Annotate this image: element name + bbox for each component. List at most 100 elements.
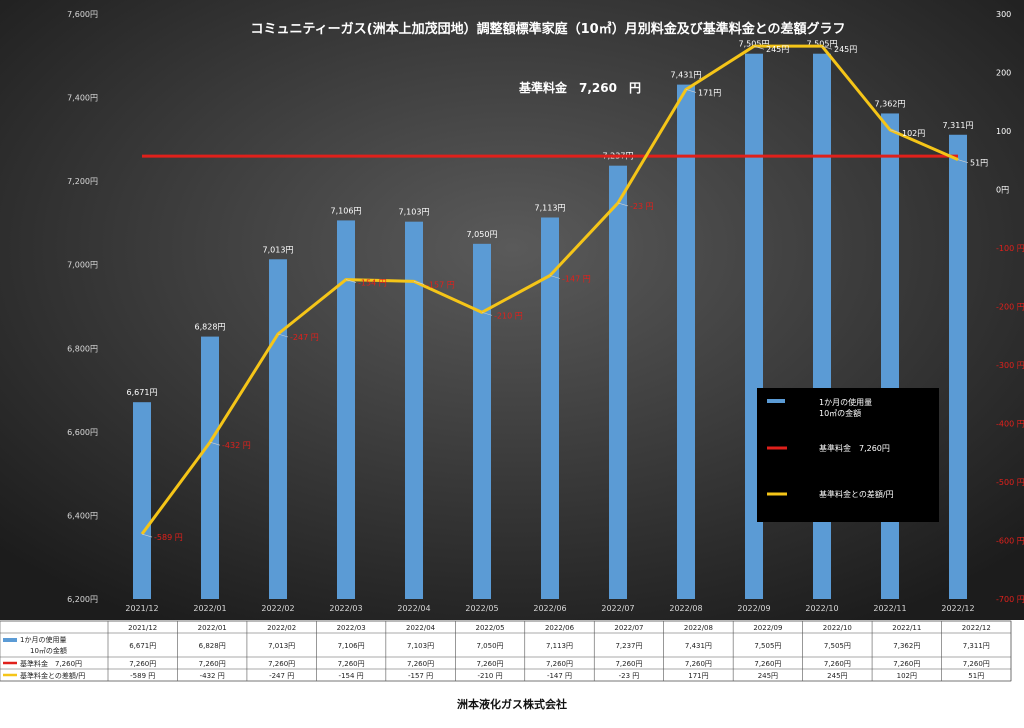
- bar: [949, 134, 967, 599]
- bar: [609, 165, 627, 600]
- table-header-cell: 2022/01: [198, 624, 227, 632]
- table-row-label: 基準料金との差額/円: [20, 671, 85, 680]
- legend-label: 1か月の使用量: [819, 397, 872, 407]
- bar-data-label: 7,362円: [875, 99, 906, 108]
- bar-data-label: 7,013円: [263, 245, 294, 254]
- left-axis-tick-label: 6,800円: [67, 344, 98, 353]
- table-header-cell: 2022/11: [892, 624, 921, 632]
- x-axis-tick-label: 2022/08: [669, 604, 702, 613]
- bar: [677, 84, 695, 599]
- x-axis-tick-label: 2022/05: [465, 604, 498, 613]
- table-header-cell: 2022/08: [684, 624, 713, 632]
- table-header-cell: 2022/04: [406, 624, 436, 632]
- x-axis-tick-label: 2022/10: [805, 604, 838, 613]
- table-cell: 7,260円: [685, 660, 712, 668]
- left-axis-tick-label: 7,400円: [67, 94, 98, 103]
- bar: [201, 336, 219, 599]
- left-axis-tick-label: 6,600円: [67, 428, 98, 437]
- table-cell: 245円: [827, 672, 847, 680]
- table-cell: -157 円: [408, 672, 433, 680]
- table-header-cell: 2022/10: [823, 624, 852, 632]
- legend-label: 10㎥の金額: [819, 408, 861, 418]
- table-row-label: 10㎥の金額: [30, 646, 67, 655]
- table-cell: 7,260円: [893, 660, 920, 668]
- table-cell: 7,260円: [963, 660, 990, 668]
- left-axis-tick-label: 7,600円: [67, 10, 98, 19]
- table-header-cell: 2022/06: [545, 624, 575, 632]
- table-row-label: 1か月の使用量: [20, 635, 66, 644]
- bar-data-label: 7,050円: [467, 230, 498, 239]
- difference-data-label: -589 円: [154, 533, 183, 542]
- table-cell: 6,828円: [199, 642, 226, 650]
- table-cell: 7,103円: [407, 642, 434, 650]
- bar: [541, 217, 559, 599]
- bar: [269, 259, 287, 599]
- x-axis-tick-label: 2022/11: [873, 604, 906, 613]
- label-leader: [413, 281, 425, 285]
- table-cell: -210 円: [477, 672, 502, 680]
- table-cell: 7,260円: [129, 660, 156, 668]
- table-cell: 7,260円: [615, 660, 642, 668]
- table-cell: 7,505円: [754, 642, 781, 650]
- difference-data-label: -23 円: [630, 202, 654, 211]
- table-cell: 7,260円: [268, 660, 295, 668]
- left-axis-tick-label: 6,200円: [67, 595, 98, 604]
- bar: [405, 221, 423, 600]
- right-axis-tick-label: -500 円: [996, 478, 1024, 487]
- label-leader: [141, 533, 153, 538]
- label-leader: [277, 333, 289, 338]
- table-cell: 7,013円: [268, 642, 295, 650]
- table-cell: 7,260円: [754, 660, 781, 668]
- right-axis-tick-label: 300: [996, 10, 1011, 19]
- x-axis-tick-label: 2022/12: [941, 604, 974, 613]
- right-axis-tick-label: -700 円: [996, 595, 1024, 604]
- difference-data-label: -247 円: [290, 333, 319, 342]
- right-axis-tick-label: 0円: [996, 186, 1009, 195]
- table-header-cell: 2022/05: [475, 624, 504, 632]
- table-row-label: 基準料金 7,260円: [20, 659, 82, 668]
- table-header-cell: 2022/09: [753, 624, 782, 632]
- label-leader: [481, 312, 493, 316]
- table-cell: 171円: [688, 672, 708, 680]
- difference-data-label: 245円: [834, 45, 857, 54]
- table-cell: 6,671円: [129, 642, 156, 650]
- bar: [473, 243, 491, 600]
- table-header-cell: 2022/07: [614, 624, 643, 632]
- bar-data-label: 7,113円: [535, 203, 566, 212]
- label-leader: [345, 279, 357, 283]
- difference-data-label: 102円: [902, 129, 925, 138]
- difference-data-label: -157 円: [426, 280, 455, 289]
- table-cell: 51円: [968, 672, 984, 680]
- table-header-cell: 2022/03: [337, 624, 366, 632]
- table-cell: 7,237円: [615, 642, 642, 650]
- label-leader: [753, 45, 765, 50]
- table-cell: -23 円: [619, 672, 640, 680]
- table-header-cell: 2022/12: [962, 624, 991, 632]
- difference-data-label: 245円: [766, 45, 789, 54]
- table-cell: 7,106円: [338, 642, 365, 650]
- right-axis-tick-label: -600 円: [996, 537, 1024, 546]
- x-axis-tick-label: 2022/04: [397, 604, 430, 613]
- legend-label: 基準料金との差額/円: [819, 489, 894, 499]
- difference-data-label: 51円: [970, 159, 988, 168]
- difference-data-label: -432 円: [222, 441, 251, 450]
- table-cell: 102円: [897, 672, 917, 680]
- left-axis-tick-label: 7,000円: [67, 261, 98, 270]
- right-axis-tick-label: -300 円: [996, 361, 1024, 370]
- table-cell: 7,260円: [338, 660, 365, 668]
- table-cell: -589 円: [130, 672, 155, 680]
- table-cell: 7,362円: [893, 642, 920, 650]
- table-key-bar: [3, 638, 17, 642]
- company-name: 洲本液化ガス株式会社: [457, 698, 567, 711]
- x-axis-tick-label: 2022/07: [601, 604, 634, 613]
- legend-box: [757, 388, 939, 522]
- bar-data-label: 7,106円: [331, 206, 362, 215]
- bar-data-label: 7,431円: [671, 71, 702, 80]
- chart-title: コミュニティーガス(洲本上加茂団地）調整額標準家庭（10㎥）月別料金及び基準料金…: [250, 21, 845, 37]
- table-cell: 7,431円: [685, 642, 712, 650]
- table-cell: -154 円: [339, 672, 364, 680]
- x-axis-tick-label: 2022/03: [329, 604, 362, 613]
- label-leader: [889, 129, 901, 134]
- table-cell: 7,260円: [199, 660, 226, 668]
